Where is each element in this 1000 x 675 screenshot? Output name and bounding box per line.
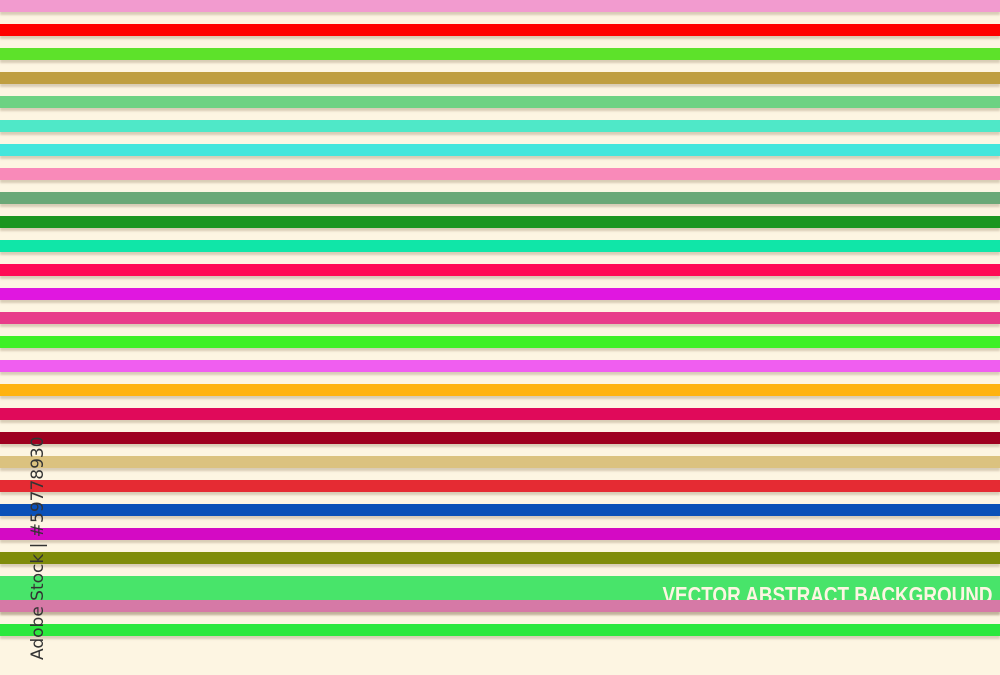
stripe xyxy=(0,168,1000,180)
stripe xyxy=(0,360,1000,372)
stripe xyxy=(0,96,1000,108)
stripe xyxy=(0,312,1000,324)
stripe xyxy=(0,528,1000,540)
stripe xyxy=(0,432,1000,444)
stripe xyxy=(0,552,1000,564)
stripe xyxy=(0,600,1000,612)
stripe xyxy=(0,504,1000,516)
stripe xyxy=(0,264,1000,276)
stripe xyxy=(0,480,1000,492)
stripe xyxy=(0,624,1000,636)
stripe xyxy=(0,336,1000,348)
stripe xyxy=(0,144,1000,156)
stripe xyxy=(0,192,1000,204)
stripe xyxy=(0,240,1000,252)
stripe xyxy=(0,216,1000,228)
stripe xyxy=(0,288,1000,300)
stripe xyxy=(0,0,1000,12)
stripe xyxy=(0,384,1000,396)
stripe xyxy=(0,456,1000,468)
stripe xyxy=(0,48,1000,60)
stripe xyxy=(0,24,1000,36)
stock-watermark: Adobe Stock | #59778930 xyxy=(28,436,48,660)
stripe xyxy=(0,72,1000,84)
stripe xyxy=(0,120,1000,132)
stripe xyxy=(0,408,1000,420)
